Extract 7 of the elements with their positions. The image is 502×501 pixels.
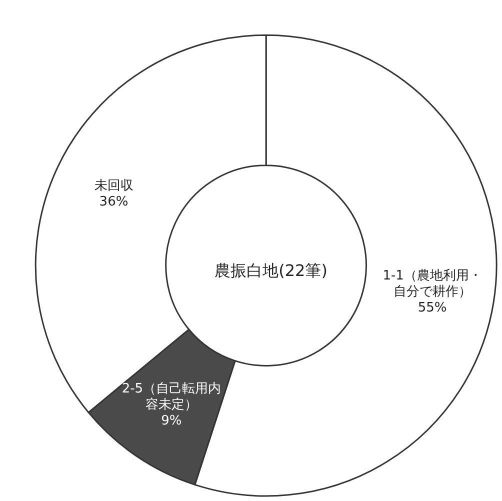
slice-label: 1-1（農地利用・自分で耕作） — [382, 268, 482, 300]
data-label: 55% — [418, 300, 447, 316]
slice-label: 未回収 — [94, 178, 134, 194]
slice-label: 2-5（自己転用内容未定） — [122, 381, 222, 412]
text: 農振白地(22筆) — [214, 261, 328, 280]
data-label: 9% — [161, 413, 182, 428]
data-label: 36% — [99, 194, 128, 210]
